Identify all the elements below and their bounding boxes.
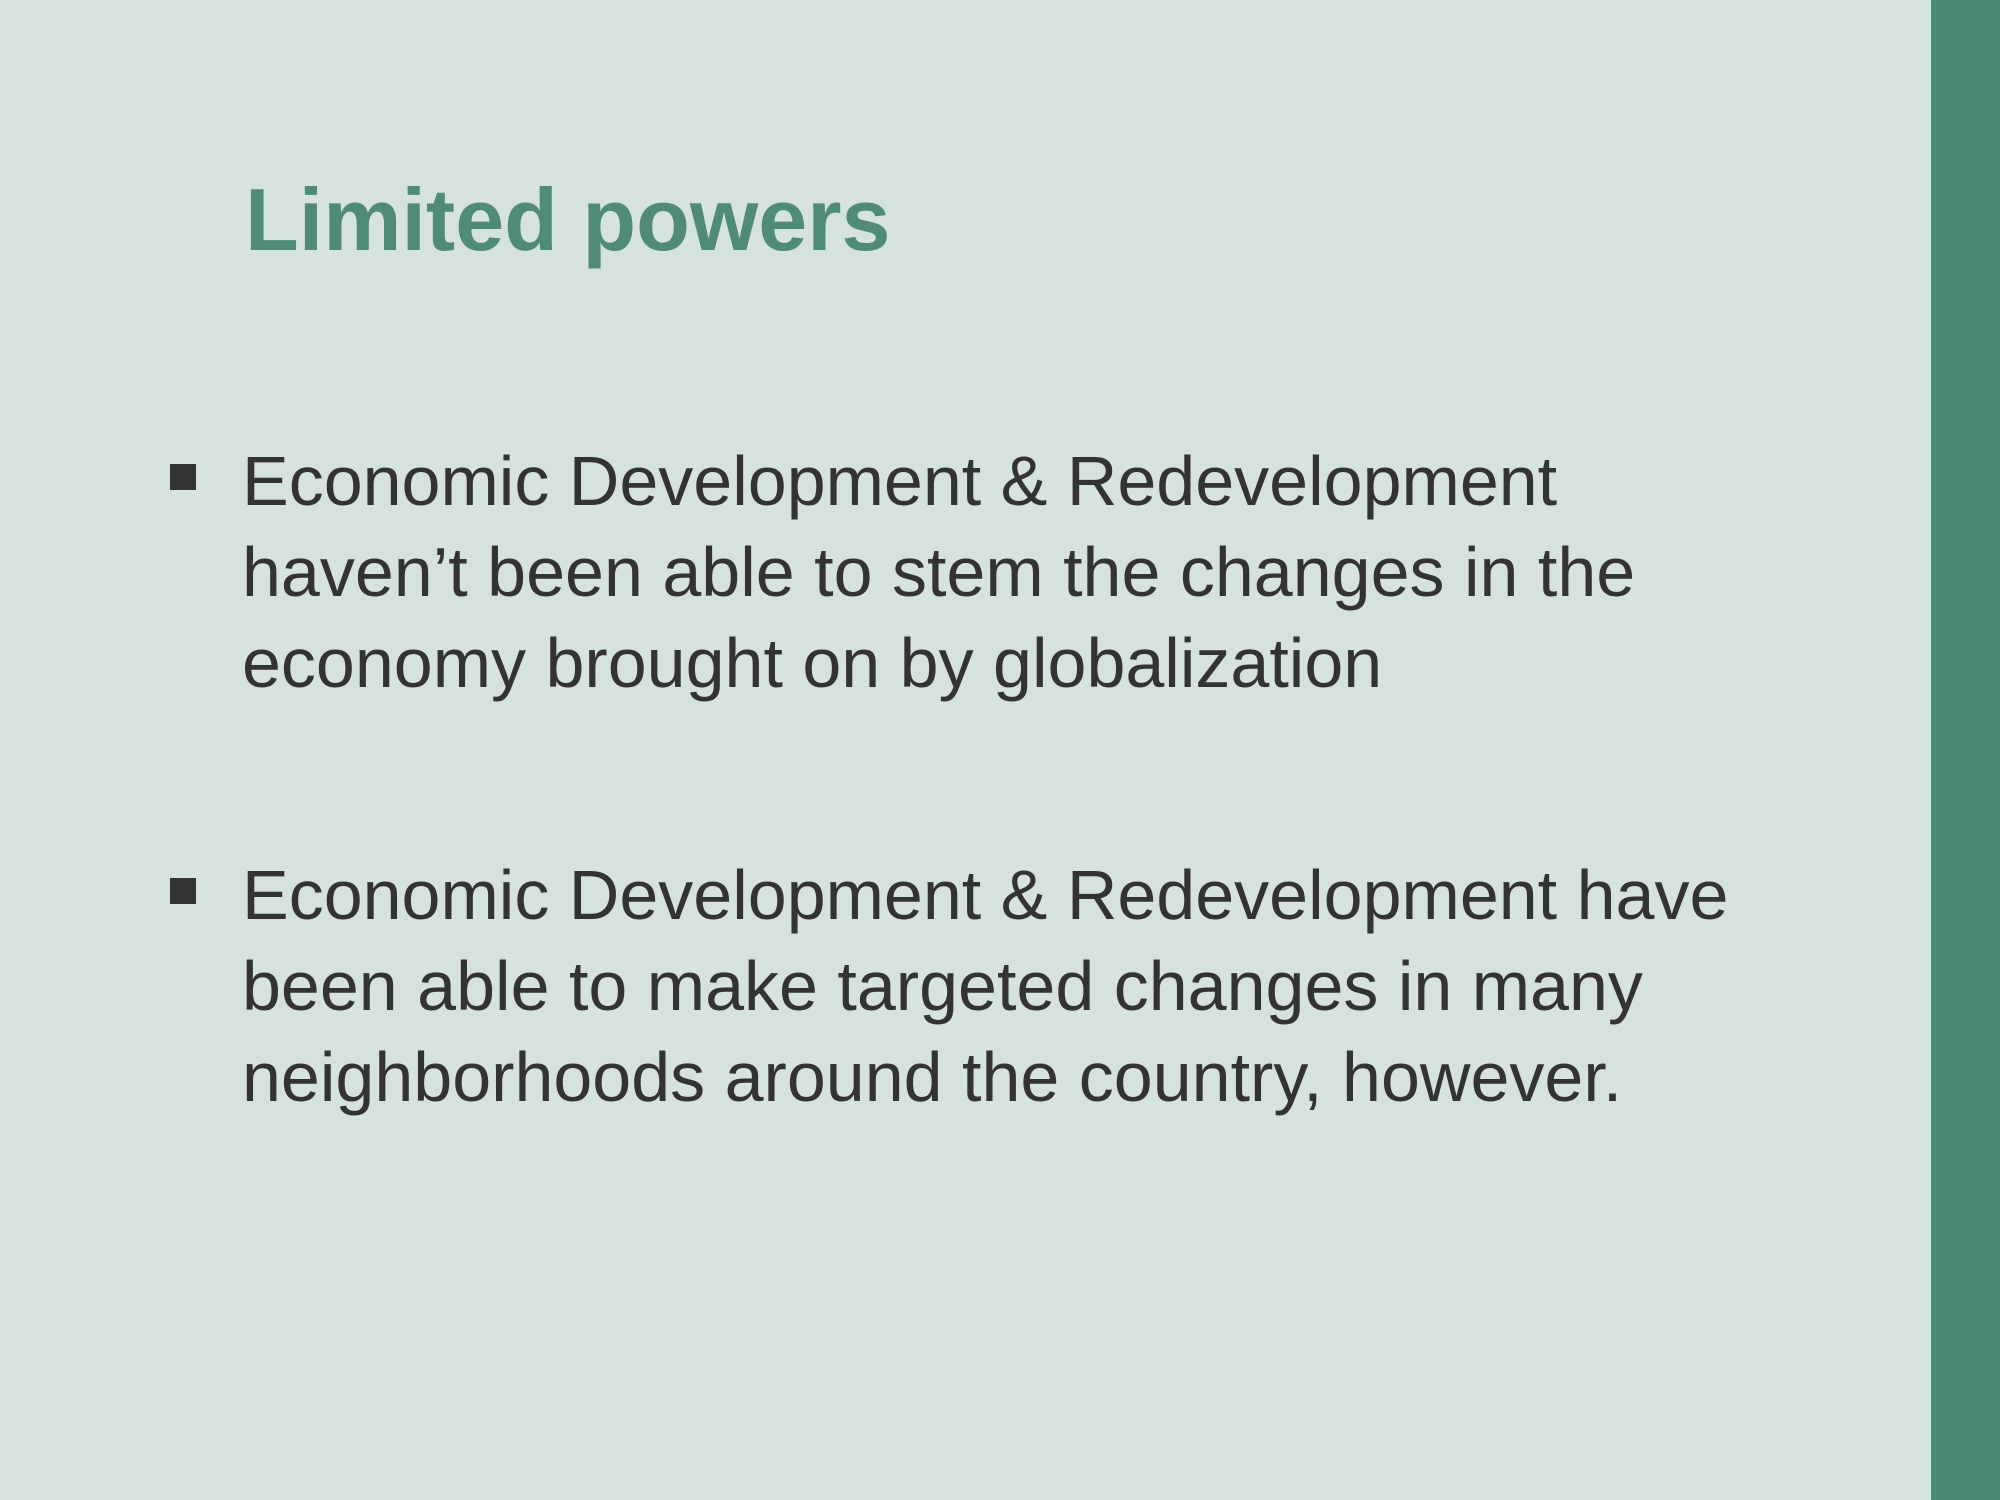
bullet-line: economy brought on by globalization bbox=[242, 624, 1383, 702]
accent-bar bbox=[1931, 0, 2000, 1500]
bullet-text: Economic Development & Redevelopment hav… bbox=[242, 850, 1862, 1123]
square-bullet-icon bbox=[170, 464, 196, 490]
square-bullet-icon bbox=[170, 878, 196, 904]
bullet-line: haven’t been able to stem the changes in… bbox=[242, 533, 1636, 611]
bullet-line: Economic Development & Redevelopment bbox=[242, 442, 1558, 520]
bullet-line: Economic Development & Redevelopment hav… bbox=[242, 856, 1729, 934]
bullet-line: neighborhoods around the country, howeve… bbox=[242, 1038, 1623, 1116]
slide-title: Limited powers bbox=[245, 170, 891, 269]
bullet-text: Economic Development & Redevelopment hav… bbox=[242, 436, 1862, 709]
bullet-line: been able to make targeted changes in ma… bbox=[242, 947, 1643, 1025]
